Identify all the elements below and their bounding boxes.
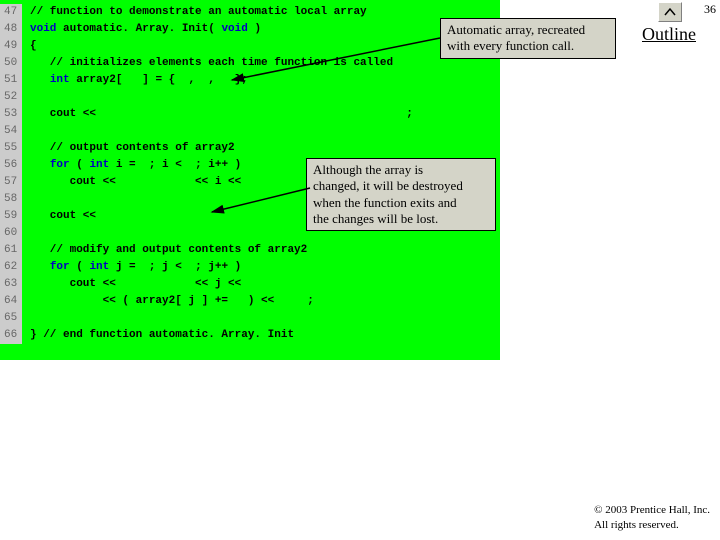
code-text: cout << ; (22, 106, 413, 123)
line-number: 64 (0, 293, 22, 310)
code-text: } // end function automatic. Array. Init (22, 327, 294, 344)
code-text: cout << << j << (22, 276, 241, 293)
annotation-text: Automatic array, recreated (447, 22, 585, 37)
code-line: 52 (0, 89, 500, 106)
line-number: 59 (0, 208, 22, 225)
code-text: // output contents of array2 (22, 140, 235, 157)
line-number: 58 (0, 191, 22, 208)
code-line: 47// function to demonstrate an automati… (0, 4, 500, 21)
line-number: 47 (0, 4, 22, 21)
copyright-line: © 2003 Prentice Hall, Inc. (594, 504, 710, 516)
code-line: 54 (0, 123, 500, 140)
code-text: for ( int i = ; i < ; i++ ) (22, 157, 241, 174)
annotation-text: the changes will be lost. (313, 211, 438, 226)
chevron-up-icon (663, 6, 677, 18)
line-number: 50 (0, 55, 22, 72)
code-line: 64 << ( array2[ j ] += ) << ; (0, 293, 500, 310)
page-number: 36 (704, 2, 716, 17)
code-line: 55 // output contents of array2 (0, 140, 500, 157)
annotation-text: with every function call. (447, 38, 574, 53)
code-line: 65 (0, 310, 500, 327)
annotation-text: Although the array is (313, 162, 423, 177)
code-line: 63 cout << << j << (0, 276, 500, 293)
line-number: 63 (0, 276, 22, 293)
code-line: 48void automatic. Array. Init( void ) (0, 21, 500, 38)
code-text: // modify and output contents of array2 (22, 242, 307, 259)
line-number: 57 (0, 174, 22, 191)
copyright: © 2003 Prentice Hall, Inc. All rights re… (594, 503, 710, 532)
code-text: int array2[ ] = { , , }; (22, 72, 248, 89)
code-line: 51 int array2[ ] = { , , }; (0, 72, 500, 89)
code-line: 53 cout << ; (0, 106, 500, 123)
line-number: 54 (0, 123, 22, 140)
copyright-line: All rights reserved. (594, 519, 679, 531)
outline-button[interactable] (658, 2, 682, 22)
line-number: 65 (0, 310, 22, 327)
line-number: 61 (0, 242, 22, 259)
line-number: 55 (0, 140, 22, 157)
code-text (22, 225, 30, 242)
code-text (22, 123, 30, 140)
code-line: 61 // modify and output contents of arra… (0, 242, 500, 259)
line-number: 60 (0, 225, 22, 242)
line-number: 52 (0, 89, 22, 106)
code-text: << ( array2[ j ] += ) << ; (22, 293, 314, 310)
annotation-automatic-array: Automatic array, recreated with every fu… (440, 18, 616, 59)
code-line: 62 for ( int j = ; j < ; j++ ) (0, 259, 500, 276)
outline-label[interactable]: Outline (642, 24, 696, 45)
annotation-text: when the function exits and (313, 195, 457, 210)
code-line: 49{ (0, 38, 500, 55)
code-text: for ( int j = ; j < ; j++ ) (22, 259, 241, 276)
code-text: // initializes elements each time functi… (22, 55, 393, 72)
annotation-destroyed: Although the array is changed, it will b… (306, 158, 496, 231)
code-line: 66} // end function automatic. Array. In… (0, 327, 500, 344)
code-text (22, 191, 30, 208)
code-text: cout << (22, 208, 96, 225)
code-text: void automatic. Array. Init( void ) (22, 21, 261, 38)
line-number: 49 (0, 38, 22, 55)
annotation-text: changed, it will be destroyed (313, 178, 463, 193)
code-text: // function to demonstrate an automatic … (22, 4, 367, 21)
line-number: 56 (0, 157, 22, 174)
line-number: 66 (0, 327, 22, 344)
line-number: 48 (0, 21, 22, 38)
line-number: 53 (0, 106, 22, 123)
line-number: 51 (0, 72, 22, 89)
code-text (22, 89, 30, 106)
code-line: 50 // initializes elements each time fun… (0, 55, 500, 72)
code-text (22, 310, 30, 327)
code-text: { (22, 38, 37, 55)
line-number: 62 (0, 259, 22, 276)
